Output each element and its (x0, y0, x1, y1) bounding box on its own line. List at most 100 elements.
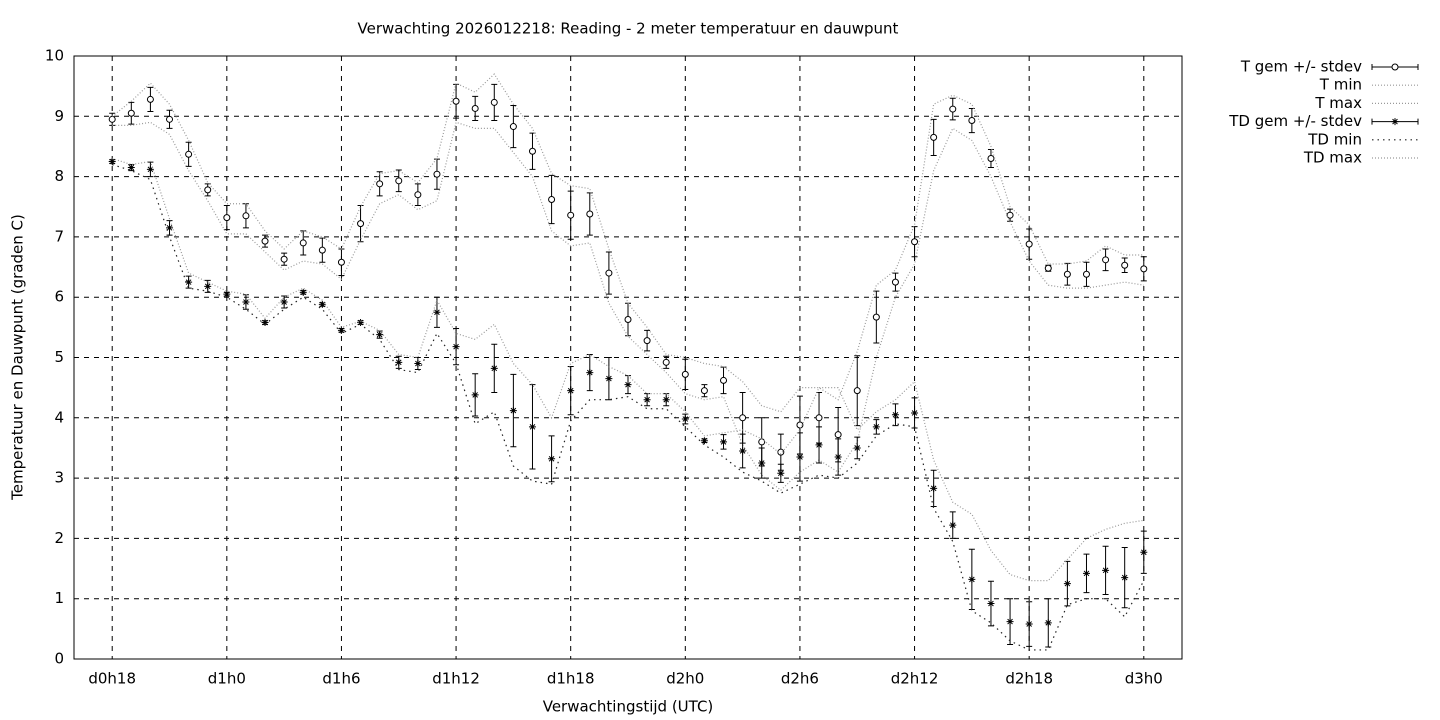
marker (949, 105, 957, 113)
marker (796, 453, 804, 461)
marker (452, 343, 460, 351)
x-tick-label: d1h6 (322, 670, 360, 688)
marker (815, 441, 823, 449)
marker (758, 438, 766, 446)
legend-label: T min (1319, 76, 1362, 94)
marker (1063, 270, 1071, 278)
marker (223, 214, 231, 222)
series-line (112, 163, 1145, 651)
marker (223, 290, 231, 298)
marker (357, 319, 365, 327)
marker (1063, 580, 1071, 588)
y-tick-label: 8 (54, 167, 64, 185)
x-tick-label: d0h18 (88, 670, 136, 688)
marker (414, 360, 422, 368)
marker (433, 308, 441, 316)
marker (987, 155, 995, 163)
marker (452, 97, 460, 105)
marker (968, 117, 976, 125)
marker (471, 104, 479, 112)
x-tick-label: d2h6 (781, 670, 819, 688)
marker (930, 133, 938, 141)
chart-title: Verwachting 2026012218: Reading - 2 mete… (358, 20, 899, 38)
marker (700, 387, 708, 395)
marker (299, 239, 307, 247)
marker (872, 423, 880, 431)
x-axis-label: Verwachtingstijd (UTC) (543, 698, 714, 716)
marker (261, 319, 269, 327)
marker (414, 191, 422, 199)
y-tick-label: 4 (54, 408, 64, 426)
marker (739, 447, 747, 455)
marker (720, 376, 728, 384)
marker (1025, 620, 1033, 628)
marker (567, 211, 575, 219)
legend-label: TD gem +/- stdev (1228, 112, 1362, 130)
marker (127, 109, 135, 117)
marker (108, 115, 116, 123)
marker (1006, 618, 1014, 626)
marker (127, 164, 135, 172)
marker (643, 337, 651, 345)
marker (166, 224, 174, 232)
marker (376, 331, 384, 339)
marker (242, 298, 250, 306)
marker (1044, 619, 1052, 627)
marker (318, 246, 326, 254)
marker (586, 210, 594, 218)
series-line (112, 121, 1144, 491)
marker (987, 600, 995, 608)
marker (185, 150, 193, 158)
marker (853, 444, 861, 452)
marker (834, 431, 842, 439)
x-tick-label: d2h0 (666, 670, 704, 688)
marker (395, 177, 403, 185)
marker (166, 115, 174, 123)
marker (681, 415, 689, 423)
marker (1121, 261, 1129, 269)
marker (624, 381, 632, 389)
marker (758, 459, 766, 467)
marker (796, 421, 804, 429)
legend-marker (1391, 63, 1399, 71)
marker (548, 455, 556, 463)
marker (528, 147, 536, 155)
series-line (111, 73, 1144, 413)
marker (1140, 265, 1148, 273)
marker (204, 282, 212, 290)
y-tick-label: 10 (45, 47, 64, 65)
marker (911, 409, 919, 417)
legend-marker (1391, 118, 1399, 126)
marker (376, 180, 384, 188)
marker (318, 300, 326, 308)
x-tick-label: d1h18 (547, 670, 595, 688)
marker (1082, 270, 1090, 278)
marker (395, 358, 403, 366)
y-tick-label: 2 (54, 529, 64, 547)
y-tick-label: 9 (54, 107, 64, 125)
marker (1025, 240, 1033, 248)
marker (490, 98, 498, 106)
marker (261, 237, 269, 245)
marker (1082, 569, 1090, 577)
marker (204, 186, 212, 194)
marker (1102, 566, 1110, 574)
x-tick-label: d3h0 (1125, 670, 1163, 688)
marker (357, 220, 365, 228)
marker (1102, 256, 1110, 264)
x-tick-label: d1h12 (432, 670, 480, 688)
marker (567, 387, 575, 395)
marker (108, 158, 116, 166)
marker (681, 370, 689, 378)
marker (1121, 574, 1129, 582)
marker (949, 521, 957, 529)
marker (490, 364, 498, 372)
marker (146, 95, 154, 103)
marker (280, 298, 288, 306)
marker (299, 288, 307, 296)
y-tick-label: 6 (54, 288, 64, 306)
marker (777, 469, 785, 477)
